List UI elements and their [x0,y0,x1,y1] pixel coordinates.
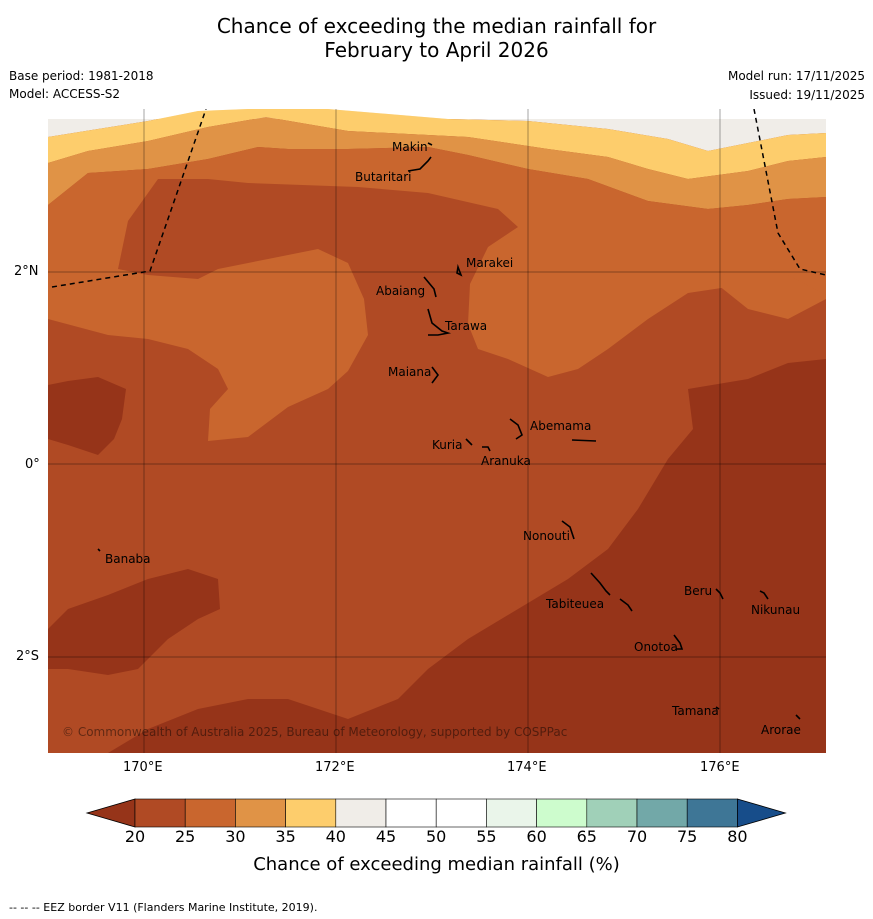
banaba-island [97,548,101,552]
colorbar-tick-label: 80 [727,827,748,846]
colorbar-swatch [686,798,738,828]
label-marakei: Marakei [466,256,513,270]
tarawa-island [427,308,452,336]
label-tabiteuea: Tabiteuea [545,597,604,611]
tamana-island [715,706,720,710]
label-nonouti: Nonouti [523,529,570,543]
band-40-45 [48,109,826,151]
label-tarawa: Tarawa [444,319,487,333]
abaiang-island [423,276,437,298]
lon-tick-176e: 176°E [700,760,740,775]
lat-tick-0: 0° [25,457,40,472]
label-makin: Makin [392,140,428,154]
label-maiana: Maiana [388,365,431,379]
graticule [48,109,826,753]
colorbar-swatch [586,798,638,828]
colorbar-tick-label: 55 [476,827,497,846]
model-name: Model: ACCESS-S2 [9,87,121,101]
tabiteuea-south-island [619,598,633,612]
label-abemama: Abemama [530,419,591,433]
band-below-20-west [48,377,126,455]
colorbar-tick-label: 60 [526,827,547,846]
lat-tick-2n: 2°N [14,264,39,279]
lon-tick-172e: 172°E [315,760,355,775]
marakei-island [456,263,463,277]
colorbar-swatch [636,798,688,828]
label-tamana: Tamana [671,704,719,718]
rainfall-map: Makin Butaritari Marakei Abaiang Tarawa … [48,109,826,753]
colorbar-swatch [486,798,537,828]
colorbar-tick-label: 65 [576,827,597,846]
band-35-40 [48,109,826,179]
lon-tick-170e: 170°E [123,760,163,775]
tabiteuea-island [590,572,611,596]
aranuka-island [482,446,491,452]
model-run: Model run: 17/11/2025 [727,69,865,83]
colorbar-swatch [235,798,286,828]
colorbar-tick-label: 40 [325,827,346,846]
colorbar-tick-label: 35 [275,827,296,846]
label-kuria: Kuria [432,438,463,452]
lat-tick-2s: 2°S [16,649,40,664]
band-30-35 [48,117,826,209]
onotoa-island [673,634,684,650]
colorbar-swatch [385,798,437,828]
kuria-island [465,438,473,446]
colorbar-tick-label: 70 [626,827,648,846]
issued-date: Issued: 19/11/2025 [749,88,865,102]
butaritari-island [407,156,432,172]
band-below-20-southwest [48,569,220,675]
label-banaba: Banaba [105,552,151,566]
arorae-island [795,714,801,720]
nikunau-island [759,590,769,600]
band-below-20-east [108,359,826,753]
base-period: Base period: 1981-2018 [9,69,154,83]
colorbar-tick-label: 30 [225,827,246,846]
makin-island [427,142,433,146]
eez-footnote: -- -- -- EEZ border V11 (Flanders Marine… [9,901,318,914]
map-title-line-2: February to April 2026 [324,38,549,62]
colorbar-under-arrow [85,798,136,828]
colorbar-swatch [134,798,186,828]
lon-tick-174e: 174°E [507,760,547,775]
label-beru: Beru [684,584,712,598]
band-25-30-southeast [718,267,826,319]
colorbar-swatch [184,798,236,828]
colorbar-tick-label: 75 [677,827,698,846]
colorbar-swatch [536,798,588,828]
abemama-island [509,418,523,440]
band-45-50 [48,109,826,119]
colorbar-over-arrow [737,798,787,828]
colorbar-tick-label: 50 [426,827,447,846]
label-nikunau: Nikunau [751,603,800,617]
colorbar-tick-label: 25 [175,827,196,846]
label-aranuka: Aranuka [481,454,531,468]
abemama-reef [571,439,597,442]
label-onotoa: Onotoa [634,640,678,654]
colorbar-title: Chance of exceeding median rainfall (%) [253,854,620,875]
nonouti-island [561,520,575,540]
map-title-line-1: Chance of exceeding the median rainfall … [216,14,657,38]
beru-island [715,588,724,600]
colorbar [85,798,787,828]
eez-border-west [51,109,207,288]
colorbar-tick-label: 45 [375,827,397,846]
copyright-notice: © Commonwealth of Australia 2025, Bureau… [62,725,567,739]
colorbar-swatch [435,798,487,828]
label-abaiang: Abaiang [376,284,425,298]
colorbar-tick-label: 20 [124,827,146,846]
colorbar-swatch [285,798,337,828]
colorbar-swatch [335,798,387,828]
island-outlines [97,142,801,720]
label-arorae: Arorae [761,723,801,737]
eez-border-east [753,109,826,276]
label-butaritari: Butaritari [355,170,412,184]
maiana-island [431,366,439,384]
band-25-30-north [48,147,826,441]
